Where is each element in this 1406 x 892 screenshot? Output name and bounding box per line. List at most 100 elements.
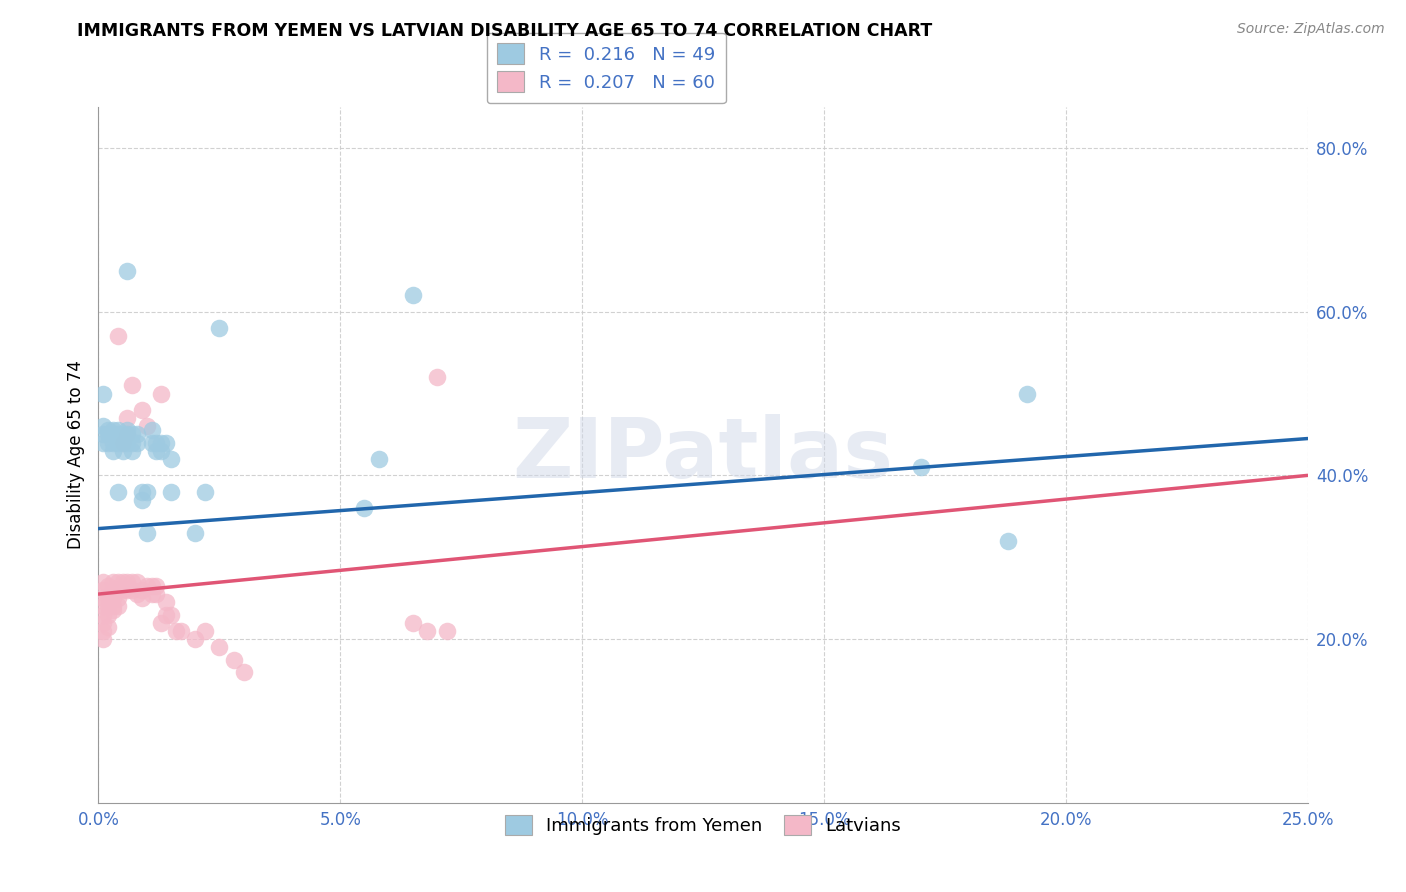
Point: [1015, 386, 1038, 401]
Point: [426, 370, 449, 384]
Point: [101, 435, 124, 450]
Point: [101, 574, 124, 589]
Point: [169, 624, 191, 638]
Point: [155, 435, 177, 450]
Point: [97, 423, 120, 437]
Point: [135, 419, 157, 434]
Point: [127, 574, 149, 589]
Point: [91, 574, 114, 589]
Point: [111, 443, 134, 458]
Point: [97, 620, 120, 634]
Point: [91, 607, 114, 622]
Text: IMMIGRANTS FROM YEMEN VS LATVIAN DISABILITY AGE 65 TO 74 CORRELATION CHART: IMMIGRANTS FROM YEMEN VS LATVIAN DISABIL…: [77, 22, 932, 40]
Point: [121, 574, 143, 589]
Point: [353, 501, 375, 516]
Point: [416, 624, 439, 638]
Point: [997, 533, 1019, 548]
Point: [150, 386, 173, 401]
Point: [91, 599, 114, 614]
Point: [107, 329, 129, 343]
Point: [135, 525, 157, 540]
Point: [127, 435, 149, 450]
Point: [97, 427, 120, 442]
Point: [131, 582, 153, 597]
Y-axis label: Disability Age 65 to 74: Disability Age 65 to 74: [66, 360, 84, 549]
Point: [91, 615, 114, 630]
Point: [117, 264, 139, 278]
Point: [121, 427, 143, 442]
Point: [141, 435, 163, 450]
Point: [436, 624, 458, 638]
Point: [184, 525, 207, 540]
Point: [127, 427, 149, 442]
Point: [141, 587, 163, 601]
Point: [101, 599, 124, 614]
Point: [131, 403, 153, 417]
Point: [101, 423, 124, 437]
Text: ZIPatlas: ZIPatlas: [513, 415, 893, 495]
Point: [101, 443, 124, 458]
Point: [107, 484, 129, 499]
Point: [101, 603, 124, 617]
Point: [145, 579, 167, 593]
Point: [145, 435, 167, 450]
Point: [160, 607, 183, 622]
Point: [208, 640, 231, 655]
Point: [117, 435, 139, 450]
Point: [184, 632, 207, 646]
Point: [121, 435, 143, 450]
Point: [97, 599, 120, 614]
Point: [155, 607, 177, 622]
Point: [131, 484, 153, 499]
Point: [131, 591, 153, 606]
Point: [117, 427, 139, 442]
Point: [194, 484, 217, 499]
Point: [402, 288, 425, 302]
Point: [232, 665, 254, 679]
Point: [111, 435, 134, 450]
Point: [101, 591, 124, 606]
Point: [97, 591, 120, 606]
Point: [402, 615, 425, 630]
Point: [194, 624, 217, 638]
Point: [111, 435, 134, 450]
Point: [222, 652, 245, 666]
Point: [160, 452, 183, 467]
Point: [91, 624, 114, 638]
Point: [107, 423, 129, 437]
Point: [121, 582, 143, 597]
Point: [150, 435, 173, 450]
Point: [117, 574, 139, 589]
Point: [91, 632, 114, 646]
Point: [91, 582, 114, 597]
Point: [91, 427, 114, 442]
Point: [121, 378, 143, 392]
Point: [145, 443, 167, 458]
Point: [160, 484, 183, 499]
Point: [111, 574, 134, 589]
Point: [91, 435, 114, 450]
Point: [165, 624, 187, 638]
Point: [121, 443, 143, 458]
Point: [91, 386, 114, 401]
Point: [145, 587, 167, 601]
Point: [111, 582, 134, 597]
Point: [107, 582, 129, 597]
Point: [101, 427, 124, 442]
Point: [91, 419, 114, 434]
Point: [97, 579, 120, 593]
Point: [155, 595, 177, 609]
Point: [141, 579, 163, 593]
Point: [107, 435, 129, 450]
Point: [135, 484, 157, 499]
Point: [107, 599, 129, 614]
Point: [91, 591, 114, 606]
Point: [117, 582, 139, 597]
Point: [141, 423, 163, 437]
Point: [97, 435, 120, 450]
Text: Source: ZipAtlas.com: Source: ZipAtlas.com: [1237, 22, 1385, 37]
Point: [368, 452, 391, 467]
Point: [111, 427, 134, 442]
Point: [150, 443, 173, 458]
Point: [117, 427, 139, 442]
